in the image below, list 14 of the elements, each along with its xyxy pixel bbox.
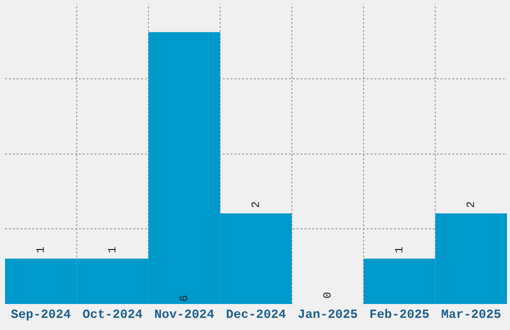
x-tick-label: Dec-2024 bbox=[226, 310, 286, 318]
x-tick-label: Sep-2024 bbox=[11, 310, 70, 321]
x-tick-label: Jan-2025 bbox=[298, 310, 358, 318]
x-tick-label: Feb-2025 bbox=[370, 308, 429, 318]
x-tick-label: Mar-2025 bbox=[442, 310, 500, 318]
x-tick-label: Oct-2024 bbox=[83, 310, 142, 318]
data-label: 2 bbox=[466, 202, 474, 208]
data-label: 6 bbox=[180, 296, 188, 301]
data-label: 1 bbox=[108, 247, 116, 252]
data-label: 1 bbox=[36, 247, 44, 252]
x-tick-label: Nov-2024 bbox=[155, 310, 214, 318]
data-label: 2 bbox=[251, 202, 259, 208]
data-label: 1 bbox=[394, 247, 402, 252]
data-label: 0 bbox=[323, 292, 331, 298]
